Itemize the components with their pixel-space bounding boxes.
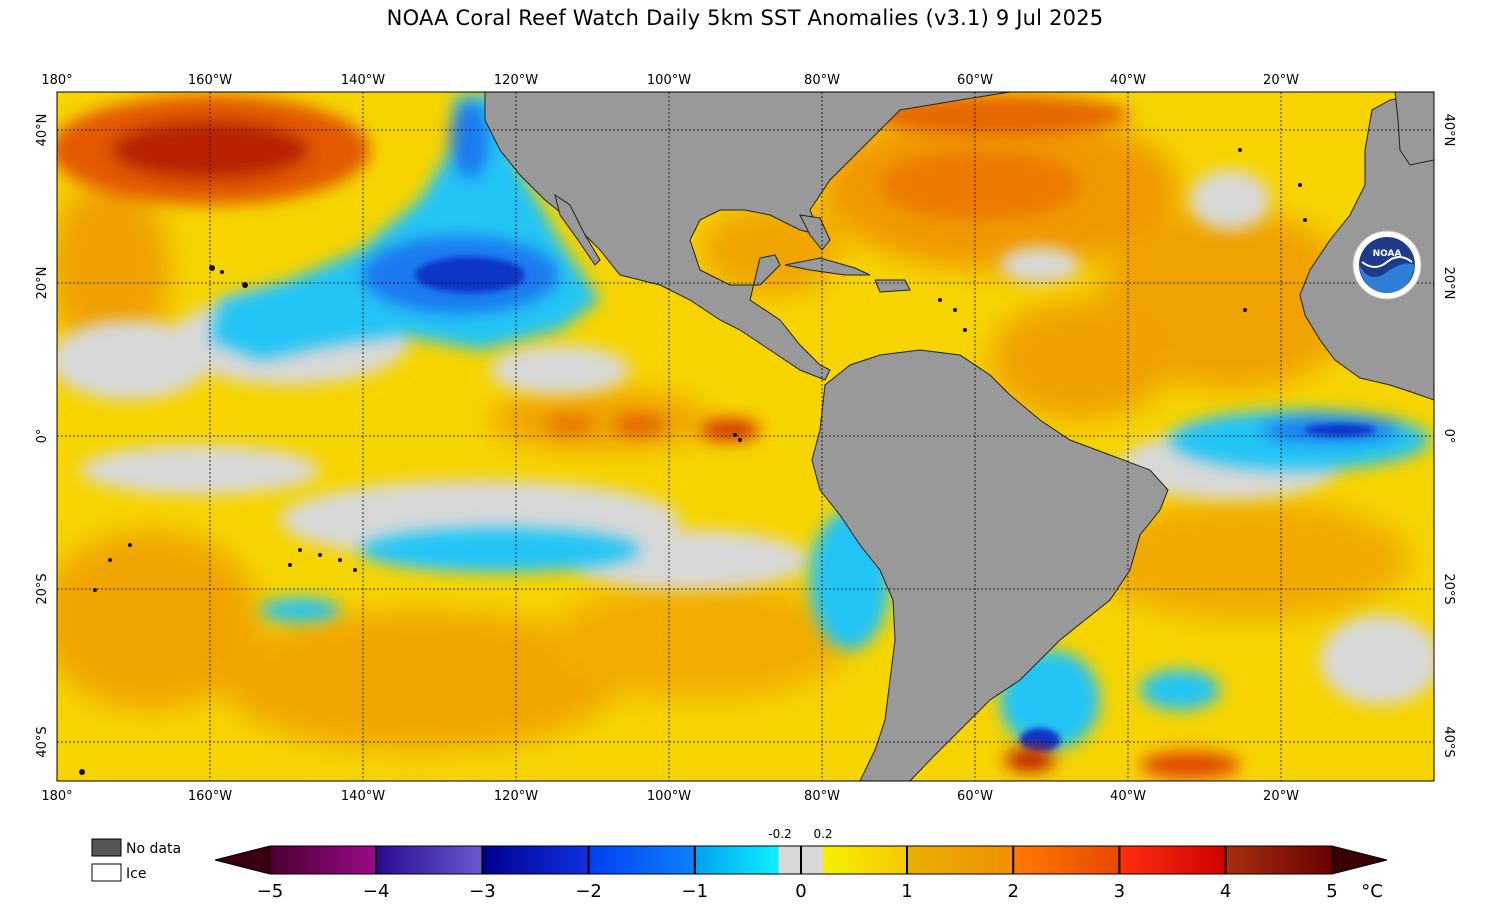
lon-label-top: 100°W <box>647 73 691 88</box>
lat-label-right: 40°N <box>1441 114 1456 147</box>
lon-label-top: 140°W <box>341 73 385 88</box>
graticule <box>57 92 1434 781</box>
lat-labels-left: 40°N 20°N 0° 20°S 40°S <box>35 114 50 758</box>
land-baja-california <box>554 193 601 266</box>
lon-label-bottom: 120°W <box>494 789 538 804</box>
lon-label-bottom: 60°W <box>957 789 993 804</box>
lat-label-right: 0° <box>1441 429 1456 444</box>
colorbar-tick: 3 <box>1114 881 1125 902</box>
ice-swatch <box>91 863 122 882</box>
lat-label-left: 40°N <box>35 114 50 147</box>
no-data-swatch <box>91 838 122 857</box>
lon-label-bottom: 160°W <box>188 789 232 804</box>
colorbar-small-tick: 0.2 <box>813 827 832 841</box>
lat-label-right: 20°N <box>1441 267 1456 300</box>
lon-label-top: 160°W <box>188 73 232 88</box>
map-frame <box>56 91 1435 782</box>
map-area: NOAA <box>57 92 1434 781</box>
lon-label-bottom: 20°W <box>1263 789 1299 804</box>
lon-label-top: 20°W <box>1263 73 1299 88</box>
lon-label-bottom: 180° <box>41 789 72 804</box>
colorbar-small-tick: -0.2 <box>768 827 791 841</box>
land-hispaniola <box>874 279 911 293</box>
lon-labels-bottom: 180° 160°W 140°W 120°W 100°W 80°W 60°W 4… <box>41 789 1299 804</box>
lat-label-left: 20°N <box>35 267 50 300</box>
lon-label-top: 40°W <box>1110 73 1146 88</box>
colorbar-tick: −4 <box>363 881 390 902</box>
colorbar-tick: 1 <box>901 881 912 902</box>
colorbar-dividers <box>375 846 1227 874</box>
colorbar-tick: 4 <box>1220 881 1231 902</box>
colorbar-tick: −1 <box>682 881 709 902</box>
colorbar-tick: −3 <box>469 881 496 902</box>
colorbar-tick: −5 <box>257 881 284 902</box>
land-iberia <box>1394 92 1434 166</box>
lat-label-right: 40°S <box>1441 726 1456 757</box>
lon-label-bottom: 140°W <box>341 789 385 804</box>
lon-label-bottom: 100°W <box>647 789 691 804</box>
lon-label-top: 120°W <box>494 73 538 88</box>
colorbar-tick: 2 <box>1007 881 1018 902</box>
no-data-label: No data <box>126 841 181 857</box>
colorbar-tick: 0 <box>795 881 806 902</box>
lon-labels-top: 180° 160°W 140°W 120°W 100°W 80°W 60°W 4… <box>41 73 1299 88</box>
colorbar-high-extend <box>1331 845 1388 875</box>
page-title: NOAA Coral Reef Watch Daily 5km SST Anom… <box>386 6 1104 30</box>
land-florida <box>799 214 831 251</box>
islands <box>79 148 1307 775</box>
lat-label-right: 20°S <box>1441 573 1456 604</box>
colorbar-low-extend <box>214 845 271 875</box>
lon-label-top: 80°W <box>804 73 840 88</box>
legend: No data Ice <box>91 838 181 882</box>
colorbar-tick-labels: −5 −4 −3 −2 −1 0 1 2 3 4 5 <box>257 881 1338 902</box>
lat-label-left: 20°S <box>35 573 50 604</box>
ice-label: Ice <box>126 866 146 882</box>
strong-cool-patches <box>415 257 1375 752</box>
lat-label-left: 40°S <box>35 726 50 757</box>
land-north-america <box>484 92 1350 381</box>
hot-anomaly-patches <box>57 95 1434 779</box>
lat-labels-right: 40°N 20°N 0° 20°S 40°S <box>1441 114 1456 758</box>
lon-label-bottom: 80°W <box>804 789 840 804</box>
colorbar-tick: −2 <box>575 881 602 902</box>
colorbar: −5 −4 −3 −2 −1 0 1 2 3 4 5 °C -0.2 0.2 <box>214 827 1388 902</box>
lat-label-left: 0° <box>35 429 50 444</box>
lon-label-top: 60°W <box>957 73 993 88</box>
colorbar-tick: 5 <box>1326 881 1337 902</box>
land-south-america <box>811 349 1169 781</box>
lon-label-top: 180° <box>41 73 72 88</box>
colorbar-unit: °C <box>1361 881 1383 902</box>
land-cuba <box>784 257 871 276</box>
noaa-logo-text: NOAA <box>1373 249 1402 259</box>
noaa-logo: NOAA <box>1352 230 1422 300</box>
lon-label-bottom: 40°W <box>1110 789 1146 804</box>
